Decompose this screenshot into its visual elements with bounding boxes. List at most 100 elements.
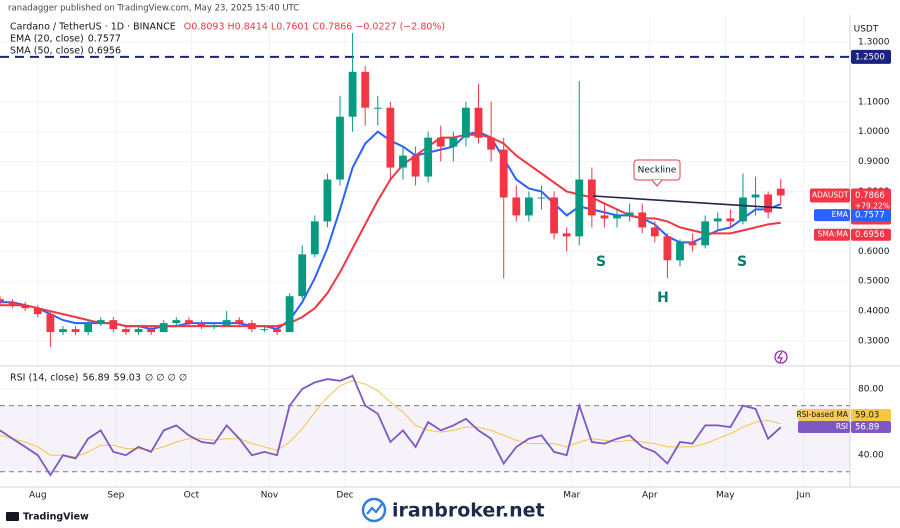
x-tick-label: May [716, 491, 735, 501]
x-tick-label: Aug [29, 491, 47, 501]
y-tick-label: 0.3000 [858, 337, 890, 347]
rsi-tag-label: RSI [836, 422, 848, 431]
candle-body [575, 179, 584, 237]
y-tick-label: 1.0000 [858, 127, 890, 137]
indicator-tag-label: EMA [832, 210, 849, 219]
ohlc-header: O0.8093 H0.8414 L0.7601 C0.7866 −0.0227 … [184, 22, 445, 33]
legend-name: SMA (50, close) [10, 46, 84, 57]
candle-body [663, 236, 672, 261]
x-tick-label: Oct [184, 491, 200, 501]
y-tick-label: 40.00 [858, 451, 884, 461]
rsi-tag-label: RSI-based MA [796, 410, 848, 419]
candle-body [298, 254, 307, 297]
candle-body [323, 179, 332, 222]
candle-body [625, 212, 634, 216]
publisher: ranadagger published on TradingView.com,… [8, 4, 299, 14]
candle-body [336, 116, 344, 180]
neckline-label: Neckline [638, 166, 677, 176]
currency: USDT [854, 25, 879, 35]
y-tick-label: 1.1000 [858, 97, 890, 107]
candle-body [462, 107, 470, 138]
rsi-tag [798, 409, 850, 421]
candle-body [424, 137, 433, 177]
candle-body [235, 320, 244, 324]
candle-body [172, 320, 181, 324]
candle-body [764, 194, 773, 213]
plot-layer [0, 32, 850, 477]
candle-body [8, 302, 17, 306]
x-tick-label: Apr [642, 491, 658, 501]
legend-value: 56.89 [82, 373, 109, 384]
rsi-value-label: 59.03 [855, 411, 879, 421]
x-tick-label: Nov [261, 491, 279, 501]
candle-body [739, 197, 747, 222]
candle-body [122, 329, 130, 333]
candle-body [562, 233, 571, 237]
candle-body [247, 323, 256, 330]
alert-icon[interactable] [774, 350, 788, 364]
indicator-value-label: 0.7577 [855, 211, 885, 221]
rsi-value-tag [851, 409, 891, 421]
indicator-tag-label: SMA:MA [818, 230, 849, 239]
candle-body [147, 329, 156, 333]
watermark-logo [366, 503, 383, 515]
legend-value: 0.7577 [88, 34, 121, 45]
rsi-tag [798, 421, 850, 433]
candle-body [650, 227, 659, 237]
candle-body [537, 197, 546, 199]
candle-body [184, 320, 193, 324]
watermark-logo [361, 497, 387, 523]
candle-body [499, 149, 508, 198]
symbol-title: Cardano / TetherUS · 1D · BINANCE [10, 22, 176, 33]
alert-icon-bolt [776, 351, 783, 363]
candle-body [361, 71, 370, 108]
rsi-band [0, 405, 850, 472]
change-tag-label: +79.22% [855, 202, 890, 211]
candle-body [688, 242, 697, 246]
candle-body [713, 218, 722, 222]
candle-body [33, 308, 42, 315]
candle-body [638, 212, 647, 228]
pattern-label: H [657, 290, 669, 306]
candle-body [487, 137, 496, 150]
candle-body [373, 107, 382, 109]
price-tag [851, 49, 891, 64]
candle-body [512, 197, 521, 216]
candle-body [411, 155, 420, 177]
symbol-tag [810, 188, 850, 203]
candle-body [348, 71, 357, 117]
candle-body [310, 221, 319, 255]
pattern-label: S [596, 254, 606, 270]
legend-name: EMA (20, close) [10, 34, 84, 45]
candle-body [550, 197, 558, 234]
rsi-line [0, 374, 782, 477]
candle-body [197, 323, 206, 327]
rsi-title: RSI (14, close) [10, 373, 78, 384]
under-layer [0, 15, 850, 485]
candle-body [449, 137, 458, 147]
candle-body [46, 314, 55, 333]
candle-body [776, 188, 785, 196]
x-tick-label: Mar [563, 491, 580, 501]
rsi-value-label: 56.89 [855, 423, 879, 433]
y-tick-label: 80.00 [858, 385, 884, 395]
candle-body [109, 320, 118, 330]
x-tick-label: Sep [107, 491, 124, 501]
price-tag-label: 0.7866 [855, 191, 885, 201]
candle-body [96, 320, 105, 324]
symbol-tag-label: ADAUSDT [812, 191, 849, 200]
indicator-tag [814, 209, 850, 222]
candle-body [587, 179, 596, 216]
legend-value: 0.6956 [88, 46, 121, 57]
y-tick-label: 0.9000 [858, 157, 890, 167]
candle-body [436, 137, 445, 147]
candle-body [159, 323, 168, 333]
price-tag-label: 1.2500 [855, 52, 885, 62]
rsi-placeholders: ∅ ∅ ∅ ∅ [145, 373, 187, 384]
pattern-label: S [737, 254, 747, 270]
candle-body [21, 305, 30, 309]
y-tick-label: 0.5000 [858, 277, 890, 287]
candle-body [84, 323, 93, 333]
watermark-bg [358, 495, 538, 525]
